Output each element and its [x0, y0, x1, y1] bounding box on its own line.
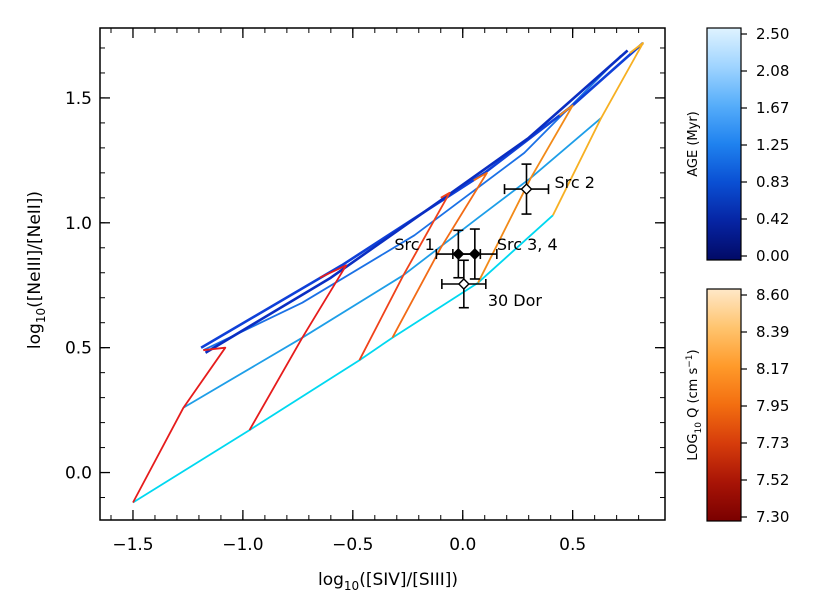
age-line-0: [132, 214, 554, 504]
colorbar-label: 8.60: [756, 286, 789, 304]
data-point-marker: [468, 248, 481, 261]
q-colorbar: [706, 288, 742, 522]
plot-frame: [99, 27, 666, 521]
y-tick-label: 1.0: [65, 214, 92, 234]
colorbar-label: 2.50: [756, 25, 789, 43]
data-point-marker: [457, 277, 470, 290]
colorbar-label: 0.00: [756, 247, 789, 265]
q-line-1: [248, 264, 348, 431]
plot-ticks: −1.5 −1.0 −0.5 0.0 0.5 0.0 0.5 1.0 1.5: [65, 28, 665, 555]
y-tick-label: 0.5: [65, 339, 92, 359]
age-colorbar-labels: 2.50 2.08 1.67 1.25 0.83 0.42 0.00: [741, 25, 789, 265]
x-tick-label: −1.5: [112, 535, 153, 555]
colorbar-label: 7.30: [756, 508, 789, 526]
q-line-4: [477, 104, 574, 284]
colorbar-label: 7.95: [756, 397, 789, 415]
colorbar-label: 7.73: [756, 434, 789, 452]
age-line-4: [204, 49, 629, 354]
data-point-label: Src 2: [554, 173, 594, 192]
colorbar-label: 0.83: [756, 173, 789, 191]
x-tick-label: 0.0: [449, 535, 476, 555]
q-line-2: [358, 191, 451, 361]
q-colorbar-title: LOG10 Q (cm s−1): [685, 349, 704, 460]
colorbar-label: 8.39: [756, 323, 789, 341]
y-axis-title: log10([NeIII]/[NeII]): [25, 191, 48, 349]
y-tick-label: 1.5: [65, 89, 92, 109]
age-colorbar-title: AGE (Myr): [686, 111, 701, 176]
x-axis-title: log10([SIV]/[SIII]): [318, 570, 458, 593]
colorbar-label: 1.67: [756, 99, 789, 117]
colorbar-label: 7.52: [756, 471, 789, 489]
y-tick-label: 0.0: [65, 464, 92, 484]
age-line-1: [183, 117, 602, 409]
x-tick-label: −0.5: [332, 535, 373, 555]
colorbar-label: 0.42: [756, 210, 789, 228]
model-grid-lines: [132, 42, 644, 504]
x-tick-label: 0.5: [559, 535, 586, 555]
q-line-5: [552, 42, 644, 216]
data-point-label: Src 3, 4: [497, 235, 558, 254]
q-line-0: [132, 346, 227, 503]
colorbar-label: 2.08: [756, 62, 789, 80]
q-colorbar-labels: 8.60 8.39 8.17 7.95 7.73 7.52 7.30: [741, 286, 789, 526]
age-line-2: [202, 54, 622, 352]
colorbar-label: 8.17: [756, 360, 789, 378]
data-point-label: Src 1: [394, 235, 434, 254]
age-line-3: [200, 42, 644, 349]
data-points: Src 1 Src 2 Src 3, 4 30 Dor: [394, 163, 595, 310]
data-point-label: 30 Dor: [488, 291, 543, 310]
colorbar-label: 1.25: [756, 136, 789, 154]
age-colorbar: [706, 27, 742, 261]
data-point-marker: [520, 183, 533, 196]
x-tick-label: −1.0: [222, 535, 263, 555]
q-line-3: [391, 171, 488, 339]
